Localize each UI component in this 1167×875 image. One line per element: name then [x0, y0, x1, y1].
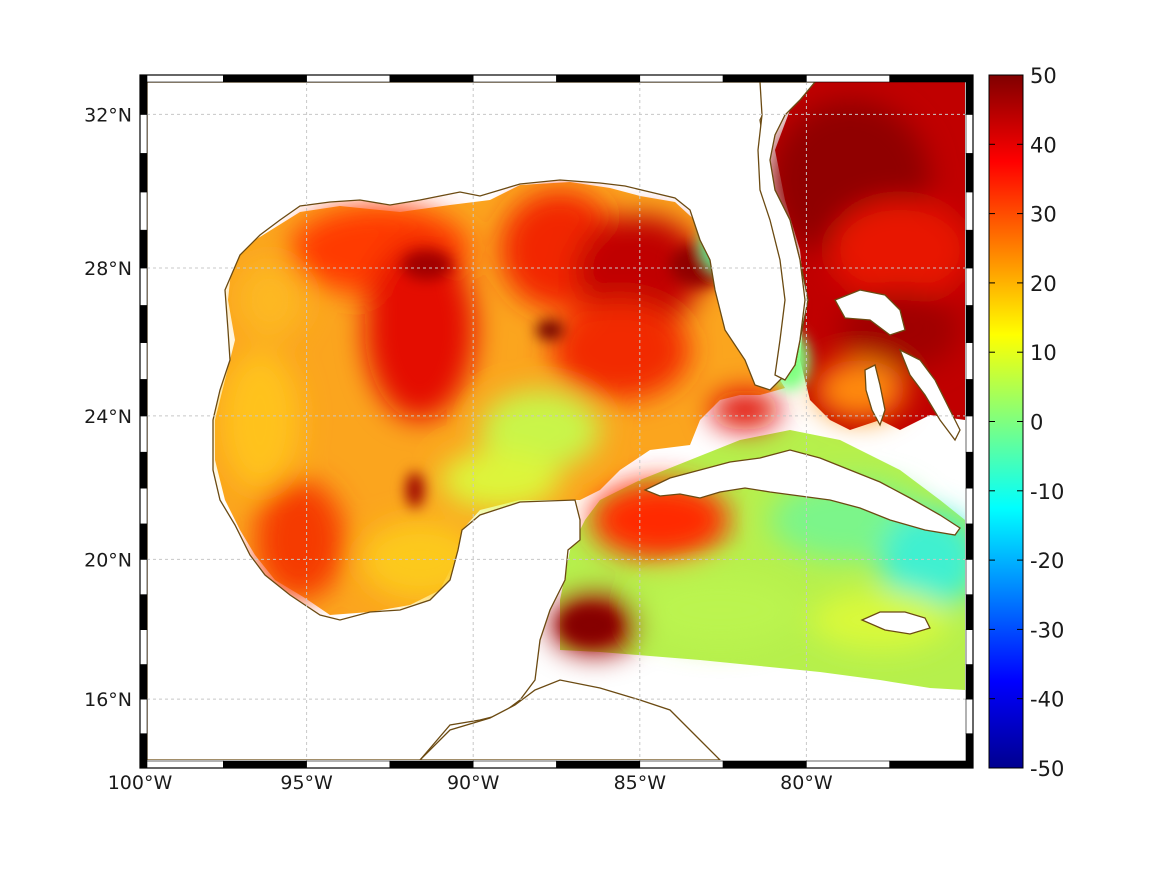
frame-right-seg-17 — [965, 114, 974, 154]
lon-tick-label-2: 90°W — [447, 772, 500, 794]
longitude-ticks: 100°W 95°W 90°W 85°W 80°W — [108, 772, 833, 794]
frame-left-seg-15 — [139, 191, 148, 231]
frame-bottom-seg-3 — [389, 760, 474, 769]
lat-tick-label-4: 16°N — [84, 689, 132, 711]
frame-right-seg-9 — [965, 415, 974, 453]
colorbar-tick-label-6: -10 — [1030, 480, 1064, 504]
colorbar-tick-label-1: 40 — [1030, 133, 1057, 157]
colorbar-tick-label-3: 20 — [1030, 272, 1057, 296]
frame-top-seg-1 — [223, 74, 307, 83]
colorbar-tick-label-0: 50 — [1030, 64, 1057, 88]
frame-left-seg-13 — [139, 267, 148, 306]
map-frame — [139, 74, 974, 769]
frame-right-seg-12 — [965, 305, 974, 343]
frame-right-seg-15 — [965, 191, 974, 231]
jamaica — [860, 611, 931, 635]
frame-right-seg-1 — [965, 698, 974, 734]
frame-bottom-seg-5 — [556, 760, 641, 769]
lon-tick-label-3: 85°W — [614, 772, 667, 794]
frame-right-seg-3 — [965, 629, 974, 665]
frame-right-seg-11 — [965, 342, 974, 380]
colorbar-tick-label-8: -30 — [1030, 618, 1064, 642]
frame-top-seg-6 — [639, 74, 724, 83]
frame-top-seg-0 — [139, 74, 224, 83]
frame-top-seg-9 — [889, 74, 974, 83]
frame-left-seg-18 — [139, 74, 148, 115]
frame-right-seg-7 — [965, 487, 974, 525]
lon-tick-label-4: 80°W — [780, 772, 833, 794]
frame-bottom-seg-7 — [722, 760, 807, 769]
frame-bottom-seg-8 — [806, 760, 891, 769]
grid — [147, 82, 966, 761]
latitude-ticks: 32°N 28°N 24°N 20°N 16°N — [84, 104, 132, 711]
frame-top-seg-4 — [472, 74, 557, 83]
lat-tick-label-2: 24°N — [84, 406, 132, 428]
frame-outline — [139, 74, 974, 769]
colorbar-tick-label-10: -50 — [1030, 757, 1064, 781]
frame-right-seg-13 — [965, 267, 974, 306]
frame-right-seg-14 — [965, 229, 974, 269]
frame-bottom-seg-4 — [472, 760, 557, 769]
colorbar-tick-label-5: 0 — [1030, 411, 1043, 435]
frame-left-seg-14 — [139, 229, 148, 269]
frame-left-seg-12 — [139, 305, 148, 343]
atlantic-coast — [757, 82, 816, 381]
colorbar-ticks: 50 40 30 20 10 0 -10 -20 -30 -40 -50 — [989, 64, 1064, 781]
colorbar-tick-label-9: -40 — [1030, 688, 1064, 712]
frame-right-seg-6 — [965, 523, 974, 560]
frame-bottom-seg-1 — [223, 760, 307, 769]
frame-left-seg-4 — [139, 594, 148, 630]
frame-left-seg-5 — [139, 559, 148, 595]
frame-top-seg-5 — [556, 74, 641, 83]
colorbar-tick-label-2: 30 — [1030, 203, 1057, 227]
frame-top-seg-8 — [806, 74, 891, 83]
lat-tick-label-3: 20°N — [84, 549, 132, 571]
colorbar-tick-label-7: -20 — [1030, 549, 1064, 573]
frame-bottom-seg-2 — [306, 760, 391, 769]
frame-left-seg-16 — [139, 153, 148, 193]
frame-right-seg-5 — [965, 559, 974, 595]
frame-right-seg-16 — [965, 153, 974, 193]
frame-right-seg-18 — [965, 74, 974, 115]
frame-top-seg-7 — [722, 74, 807, 83]
cuba — [643, 449, 961, 536]
frame-bottom-seg-6 — [639, 760, 724, 769]
frame-right-seg-10 — [965, 379, 974, 417]
central-america — [419, 679, 721, 760]
lat-tick-label-1: 28°N — [84, 258, 132, 280]
bahamas-eastern — [898, 348, 961, 442]
frame-right-seg-2 — [965, 664, 974, 700]
lon-tick-label-0: 100°W — [108, 772, 173, 794]
frame-right-seg-4 — [965, 594, 974, 630]
frame-left-seg-2 — [139, 664, 148, 700]
us-gulf-coast — [147, 82, 809, 760]
frame-right-seg-8 — [965, 451, 974, 489]
frame-right-seg-0 — [965, 733, 974, 769]
lat-tick-label-0: 32°N — [84, 104, 132, 126]
frame-left-seg-9 — [139, 415, 148, 453]
frame-left-seg-8 — [139, 451, 148, 489]
bahamas-northern — [834, 289, 906, 336]
frame-left-seg-7 — [139, 487, 148, 525]
lon-tick-label-1: 95°W — [280, 772, 333, 794]
frame-top-seg-3 — [389, 74, 474, 83]
frame-bottom-seg-0 — [139, 760, 224, 769]
frame-bottom-seg-9 — [889, 760, 974, 769]
frame-left-seg-6 — [139, 523, 148, 560]
frame-left-seg-1 — [139, 698, 148, 734]
frame-top-seg-2 — [306, 74, 391, 83]
andros-island — [864, 364, 886, 427]
frame-left-seg-10 — [139, 379, 148, 417]
frame-left-seg-17 — [139, 114, 148, 154]
frame-left-seg-0 — [139, 733, 148, 769]
land — [147, 82, 961, 760]
frame-left-seg-11 — [139, 342, 148, 380]
colorbar-tick-label-4: 10 — [1030, 341, 1057, 365]
frame-left-seg-3 — [139, 629, 148, 665]
